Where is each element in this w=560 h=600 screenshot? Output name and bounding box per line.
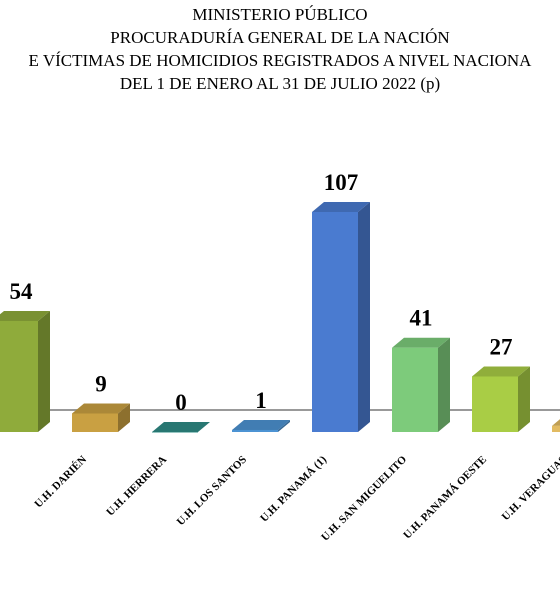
chart-title: DEL 1 DE ENERO AL 31 DE JULIO 2022 (p): [120, 74, 440, 93]
value-label: 0: [175, 390, 187, 415]
bar-front: [232, 429, 278, 432]
bar: [72, 403, 130, 432]
bar-side: [118, 403, 130, 432]
bar: [392, 337, 450, 432]
category-label: U.H. VERAGUAS: [500, 454, 560, 523]
chart-title: MINISTERIO PÚBLICO: [192, 5, 367, 24]
bar-top: [312, 202, 370, 212]
bar-front: [552, 425, 560, 432]
bar-top: [472, 366, 530, 377]
bar-side: [38, 310, 50, 432]
category-label: U.H. SAN MIGUELITO: [319, 453, 409, 543]
bar-front: [392, 347, 438, 432]
bar: [152, 422, 210, 433]
bar-front: [72, 413, 118, 432]
bar-side: [358, 202, 370, 432]
bar: [0, 310, 50, 432]
bar-top: [72, 403, 130, 414]
bar-top: [152, 422, 210, 432]
chart-title: PROCURADURÍA GENERAL DE LA NACIÓN: [110, 28, 449, 47]
category-label: U.H. DARIÉN: [32, 454, 89, 511]
category-label: U.H. HERRERA: [104, 454, 169, 519]
bar-side: [278, 419, 290, 432]
bar: [232, 419, 290, 432]
value-label: 1: [255, 388, 267, 413]
bar-front: [472, 376, 518, 432]
bar-side: [438, 337, 450, 432]
bar-top: [0, 310, 50, 321]
value-label: 27: [490, 334, 513, 359]
bar: [312, 202, 370, 432]
bar-top: [392, 337, 450, 348]
bar-top: [552, 419, 560, 426]
chart-title: E VÍCTIMAS DE HOMICIDIOS REGISTRADOS A N…: [29, 51, 533, 70]
value-label: 54: [10, 279, 34, 304]
bar-front: [0, 320, 38, 432]
value-label: 107: [324, 170, 359, 195]
category-label: U.H. PANAMÁ OESTE: [401, 454, 489, 542]
category-label: U.H. LOS SANTOS: [175, 454, 249, 528]
bar-front: [152, 432, 198, 433]
category-label: U.H. PANAMÁ (1): [258, 453, 329, 524]
bar: [472, 366, 530, 432]
bar-side: [518, 366, 530, 432]
bar: [552, 419, 560, 432]
bar-top: [232, 419, 290, 430]
value-label: 41: [410, 306, 433, 331]
bar-front: [312, 212, 358, 432]
value-label: 9: [95, 371, 107, 396]
